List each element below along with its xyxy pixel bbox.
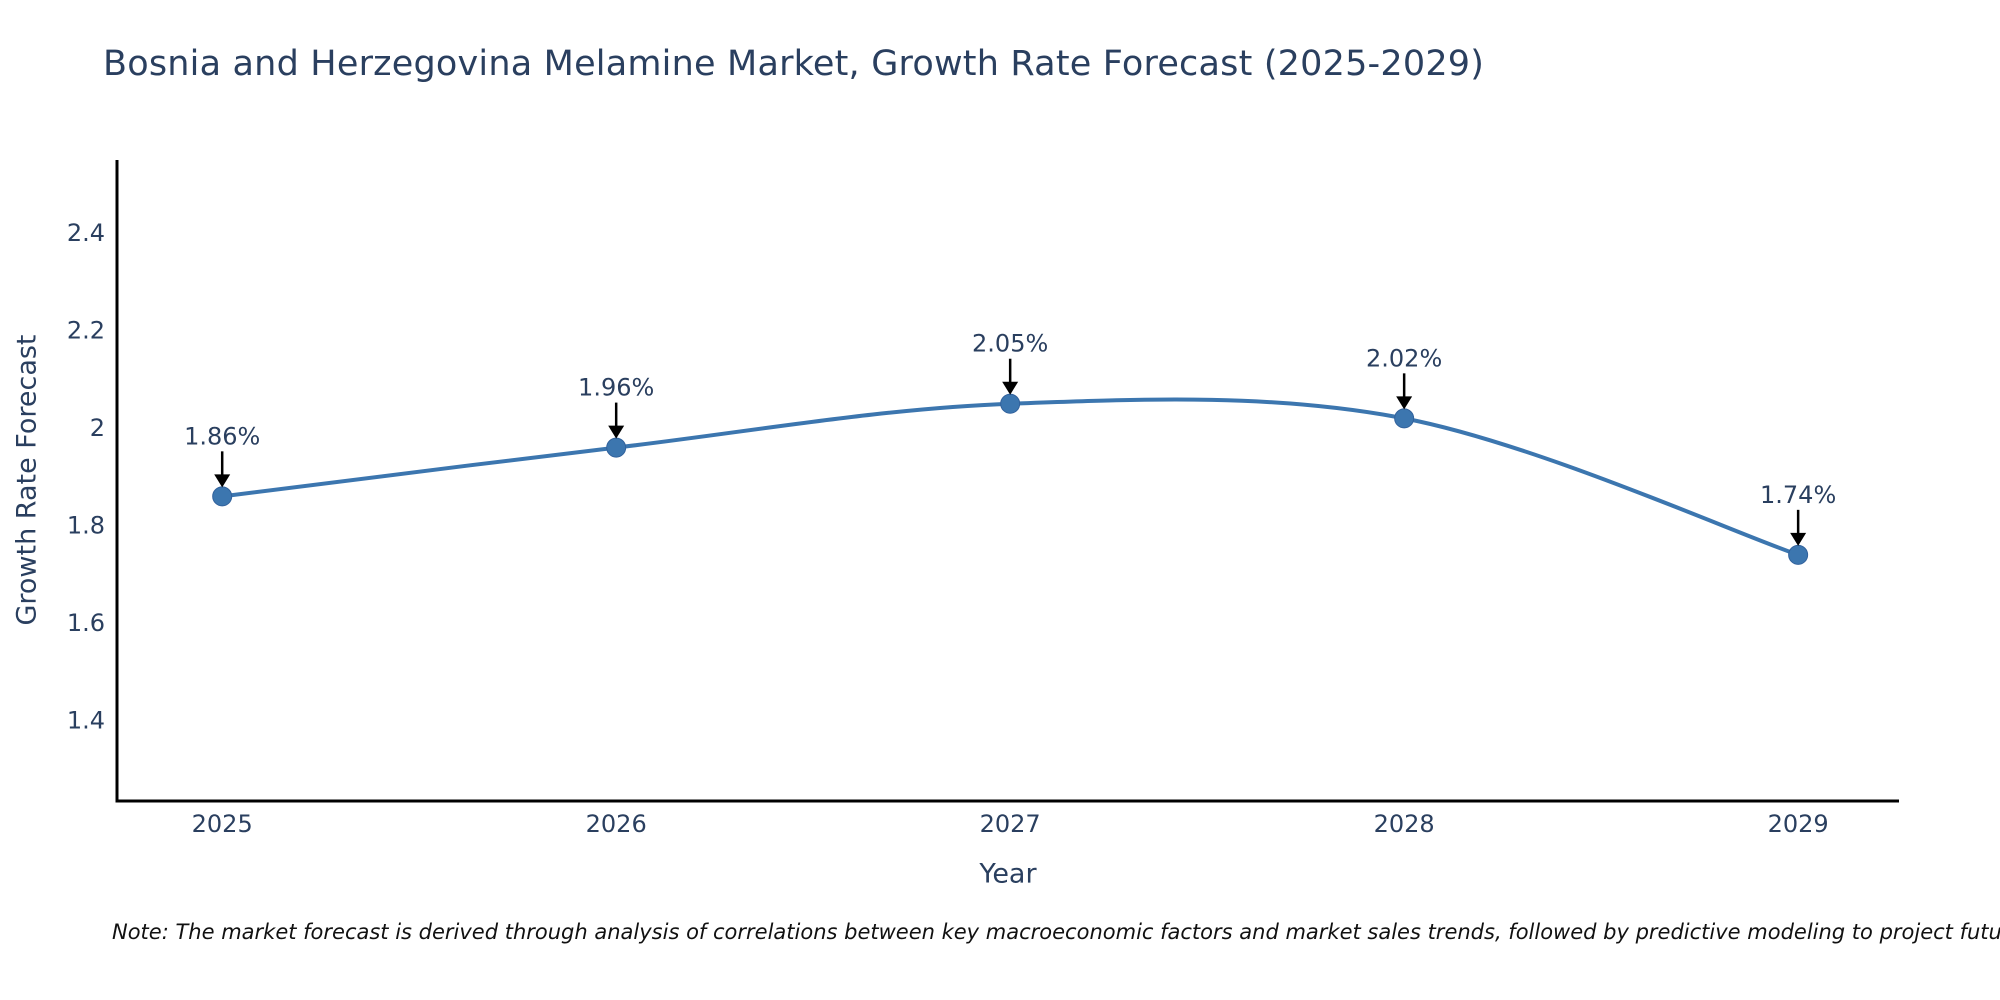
data-point-marker[interactable] <box>1000 393 1021 414</box>
footnote: Note: The market forecast is derived thr… <box>112 920 2000 944</box>
chart-title: Bosnia and Herzegovina Melamine Market, … <box>103 44 1485 84</box>
annotation-arrowhead <box>1002 381 1019 395</box>
y-tick-label: 1.6 <box>67 609 105 637</box>
annotation-arrowhead <box>1790 532 1807 546</box>
y-tick-label: 2.4 <box>67 219 105 247</box>
y-tick-label: 2 <box>90 414 105 442</box>
data-point-marker[interactable] <box>1394 408 1415 429</box>
data-point-label: 2.05% <box>972 330 1048 358</box>
data-point-label: 1.86% <box>184 422 260 450</box>
y-tick-label: 1.4 <box>67 707 105 735</box>
x-tick-label: 2026 <box>586 810 647 838</box>
data-point-label: 1.96% <box>578 374 654 402</box>
data-point-label: 2.02% <box>1366 344 1442 372</box>
trend-line <box>220 397 1801 557</box>
data-point-label: 1.74% <box>1760 481 1836 509</box>
annotation-arrowhead <box>1396 396 1413 410</box>
x-tick-label: 2029 <box>1768 810 1829 838</box>
x-axis-title: Year <box>979 858 1037 890</box>
annotation-arrowhead <box>214 474 231 488</box>
y-tick-label: 2.2 <box>67 317 105 345</box>
data-point-marker[interactable] <box>212 486 233 507</box>
x-tick-label: 2028 <box>1374 810 1435 838</box>
y-tick-label: 1.8 <box>67 512 105 540</box>
annotation-arrowhead <box>608 425 625 439</box>
data-point-marker[interactable] <box>606 437 627 458</box>
x-tick-label: 2027 <box>980 810 1041 838</box>
data-point-marker[interactable] <box>1788 544 1809 565</box>
x-tick-label: 2025 <box>192 810 253 838</box>
y-axis-title: Growth Rate Forecast <box>11 334 43 626</box>
